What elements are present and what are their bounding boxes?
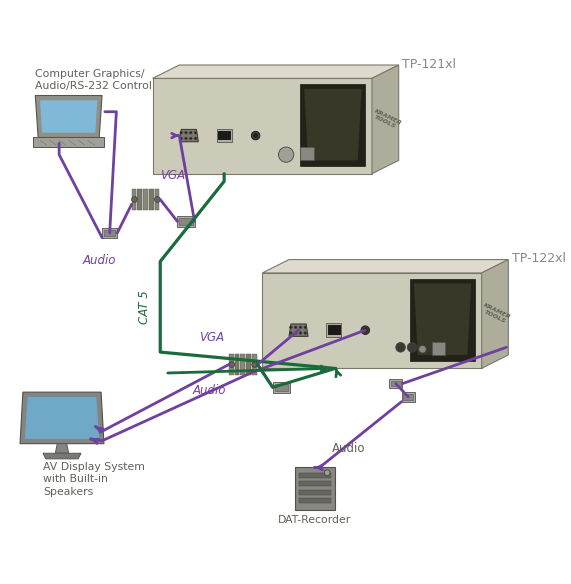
Circle shape [299, 326, 301, 329]
Circle shape [251, 131, 260, 140]
Polygon shape [179, 130, 198, 142]
Polygon shape [273, 382, 290, 393]
Polygon shape [102, 228, 117, 238]
Circle shape [132, 197, 138, 202]
Circle shape [324, 470, 330, 475]
Polygon shape [299, 499, 331, 503]
Polygon shape [326, 324, 341, 337]
Circle shape [289, 332, 292, 334]
Polygon shape [55, 444, 69, 453]
Circle shape [304, 326, 307, 329]
Polygon shape [152, 78, 372, 173]
Polygon shape [132, 189, 136, 210]
Polygon shape [372, 65, 399, 173]
Polygon shape [235, 354, 239, 375]
Polygon shape [299, 472, 331, 478]
Polygon shape [149, 189, 154, 210]
Polygon shape [432, 342, 445, 355]
Text: KRAMER
TOOLS: KRAMER TOOLS [480, 303, 512, 325]
Circle shape [407, 343, 417, 352]
Circle shape [185, 131, 187, 134]
Circle shape [279, 147, 293, 162]
Polygon shape [482, 259, 508, 369]
Text: TP-122xl: TP-122xl [512, 252, 566, 265]
Polygon shape [262, 273, 482, 369]
Text: DAT-Recorder: DAT-Recorder [278, 515, 351, 525]
Circle shape [363, 327, 368, 333]
Polygon shape [143, 189, 148, 210]
Polygon shape [300, 147, 314, 161]
Circle shape [194, 131, 197, 134]
Polygon shape [299, 481, 331, 486]
Polygon shape [391, 381, 401, 387]
Circle shape [155, 197, 160, 202]
Circle shape [229, 361, 235, 367]
Polygon shape [43, 453, 81, 459]
Polygon shape [299, 490, 331, 495]
Polygon shape [178, 215, 195, 227]
Circle shape [304, 332, 307, 334]
Polygon shape [179, 218, 192, 225]
Polygon shape [155, 189, 159, 210]
Text: TP-121xl: TP-121xl [403, 58, 456, 71]
Polygon shape [104, 230, 115, 236]
Polygon shape [240, 354, 245, 375]
Polygon shape [152, 65, 399, 78]
Polygon shape [414, 283, 471, 355]
Polygon shape [35, 96, 102, 137]
Polygon shape [275, 384, 288, 391]
Circle shape [180, 137, 183, 140]
Circle shape [190, 137, 192, 140]
Text: AV Display System
with Built-in
Speakers: AV Display System with Built-in Speakers [43, 462, 145, 496]
Circle shape [289, 326, 292, 329]
Polygon shape [40, 100, 97, 133]
Polygon shape [25, 397, 99, 439]
Text: Audio: Audio [332, 442, 365, 455]
Circle shape [185, 137, 187, 140]
Circle shape [194, 137, 197, 140]
Polygon shape [389, 379, 403, 388]
Text: Audio: Audio [192, 384, 226, 397]
Polygon shape [138, 189, 142, 210]
Circle shape [252, 361, 258, 367]
Polygon shape [410, 279, 475, 361]
Text: CAT 5: CAT 5 [138, 290, 151, 324]
Polygon shape [216, 129, 232, 142]
Polygon shape [219, 131, 230, 140]
Circle shape [190, 131, 192, 134]
Text: KRAMER
TOOLS: KRAMER TOOLS [371, 108, 402, 131]
Text: Audio: Audio [83, 254, 116, 267]
Polygon shape [33, 137, 104, 147]
Circle shape [396, 343, 405, 352]
Polygon shape [229, 354, 234, 375]
Polygon shape [246, 354, 251, 375]
Circle shape [361, 326, 369, 335]
Circle shape [253, 133, 259, 138]
Polygon shape [404, 394, 413, 400]
Polygon shape [328, 325, 340, 334]
Polygon shape [289, 324, 308, 336]
Polygon shape [262, 259, 508, 273]
Circle shape [180, 131, 183, 134]
Polygon shape [401, 392, 415, 402]
Text: VGA: VGA [199, 331, 224, 343]
Polygon shape [300, 84, 365, 166]
Polygon shape [295, 467, 335, 510]
Text: Computer Graphics/
Audio/RS-232 Control: Computer Graphics/ Audio/RS-232 Control [35, 69, 152, 91]
Circle shape [419, 345, 427, 353]
Polygon shape [20, 392, 104, 444]
Circle shape [295, 326, 297, 329]
Circle shape [299, 332, 301, 334]
Text: VGA: VGA [160, 169, 186, 182]
Circle shape [295, 332, 297, 334]
Polygon shape [304, 89, 361, 161]
Polygon shape [252, 354, 256, 375]
